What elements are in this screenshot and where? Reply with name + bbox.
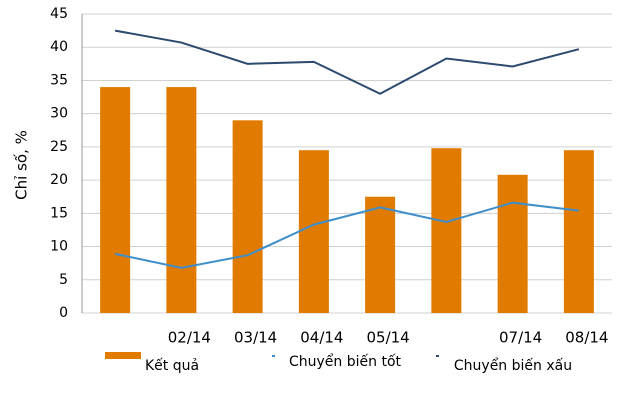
bar <box>100 87 131 313</box>
x-tick-label: 03/14 <box>234 329 277 347</box>
x-tick-label: 08/14 <box>565 329 608 347</box>
y-tick-label: 25 <box>50 139 68 155</box>
y-tick-label: 20 <box>50 172 68 188</box>
legend-label: Chuyển biến xấu <box>453 358 573 374</box>
x-tick-label: 02/14 <box>168 329 211 347</box>
bar <box>431 148 462 313</box>
y-tick-label: 15 <box>50 205 68 221</box>
legend-label: Chuyển biến tốt <box>289 354 401 370</box>
bar <box>497 174 528 313</box>
x-tick-label: 07/14 <box>499 329 542 347</box>
x-tick-label: 04/14 <box>300 329 343 347</box>
line <box>114 29 580 95</box>
line <box>114 201 579 269</box>
legend-swatch <box>105 352 141 359</box>
bar <box>232 120 263 313</box>
y-tick-label: 35 <box>50 72 68 88</box>
bar <box>298 150 329 313</box>
y-tick-label: 30 <box>50 106 68 122</box>
legend-label: Kết quả <box>145 358 200 374</box>
y-axis-label: Chỉ số, % <box>13 130 31 200</box>
y-tick-label: 45 <box>50 6 68 22</box>
y-tick-label: 40 <box>50 39 68 55</box>
y-tick-label: 0 <box>59 305 68 321</box>
y-tick-label: 10 <box>50 239 68 255</box>
y-tick-label: 5 <box>59 272 68 288</box>
bar <box>365 196 396 313</box>
bar <box>563 150 594 313</box>
x-tick-label: 05/14 <box>367 329 410 347</box>
bar <box>166 87 197 313</box>
